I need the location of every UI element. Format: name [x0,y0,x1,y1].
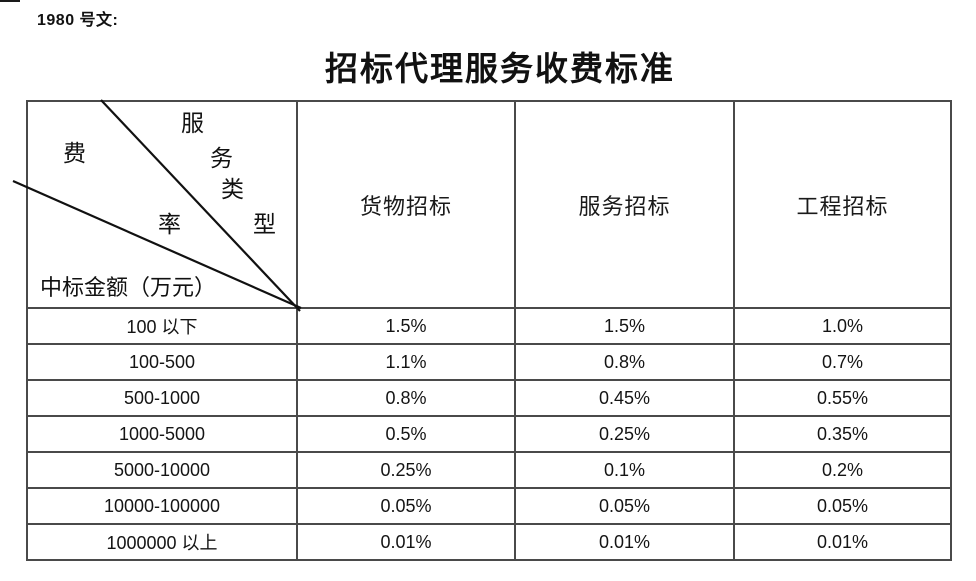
rate-cell: 0.8% [514,343,735,381]
rate-cell: 0.8% [296,379,516,417]
rate-cell: 0.45% [514,379,735,417]
amount-range-cell: 10000-100000 [26,487,298,525]
table-row: 100-500 1.1% 0.8% 0.7% [26,343,952,381]
corner-service-type-char-1: 服 [181,111,204,137]
rate-cell: 0.25% [514,415,735,453]
page-title: 招标代理服务收费标准 [325,49,675,88]
rate-cell: 0.2% [733,451,952,489]
corner-rate-char-1: 费 [63,141,86,167]
rate-cell: 0.25% [296,451,516,489]
rate-cell: 1.5% [296,307,516,345]
rate-cell: 0.5% [296,415,516,453]
doc-number-label: 1980 号文: [37,12,119,29]
rate-cell: 1.1% [296,343,516,381]
corner-rate-char-2: 率 [158,212,181,238]
table-header-row: 服 务 类 型 费 率 中标金额（万元） 货物招标 服务招标 工程招标 [26,100,952,309]
table-row: 100 以下 1.5% 1.5% 1.0% [26,307,952,345]
rate-cell: 0.55% [733,379,952,417]
column-header-goods-bidding: 货物招标 [296,100,516,309]
rate-cell: 0.1% [514,451,735,489]
column-header-service-bidding: 服务招标 [514,100,735,309]
amount-range-cell: 500-1000 [26,379,298,417]
table-row: 1000000 以上 0.01% 0.01% 0.01% [26,523,952,561]
rate-cell: 0.01% [733,523,952,561]
corner-service-type-char-3: 类 [221,177,244,203]
rate-cell: 0.05% [733,487,952,525]
table-corner-cell: 服 务 类 型 费 率 中标金额（万元） [26,100,298,309]
rate-cell: 0.05% [514,487,735,525]
rate-cell: 0.35% [733,415,952,453]
rate-cell: 0.7% [733,343,952,381]
rate-cell: 0.01% [296,523,516,561]
amount-range-cell: 5000-10000 [26,451,298,489]
rate-cell: 0.01% [514,523,735,561]
column-header-engineering-bidding: 工程招标 [733,100,952,309]
rate-cell: 1.5% [514,307,735,345]
corner-diagonal-header: 服 务 类 型 费 率 中标金额（万元） [28,102,296,307]
rate-cell: 1.0% [733,307,952,345]
table-row: 10000-100000 0.05% 0.05% 0.05% [26,487,952,525]
corner-service-type-char-4: 型 [253,212,276,238]
fee-standard-table: 服 务 类 型 费 率 中标金额（万元） 货物招标 服务招标 工程招标 100 … [26,100,952,561]
table-row: 1000-5000 0.5% 0.25% 0.35% [26,415,952,453]
amount-range-cell: 100 以下 [26,307,298,345]
page-edge-artifact [0,0,20,2]
amount-range-cell: 1000-5000 [26,415,298,453]
amount-range-cell: 100-500 [26,343,298,381]
amount-range-cell: 1000000 以上 [26,523,298,561]
table-row: 500-1000 0.8% 0.45% 0.55% [26,379,952,417]
corner-amount-label: 中标金额（万元） [40,276,217,301]
table-row: 5000-10000 0.25% 0.1% 0.2% [26,451,952,489]
rate-cell: 0.05% [296,487,516,525]
corner-service-type-char-2: 务 [210,146,233,172]
